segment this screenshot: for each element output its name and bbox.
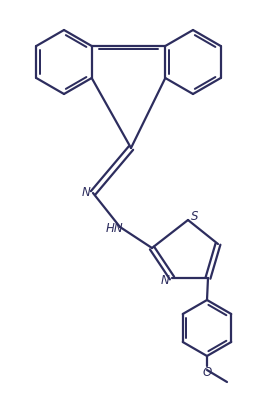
Text: N: N	[82, 187, 90, 200]
Text: N: N	[161, 274, 169, 287]
Text: O: O	[202, 366, 212, 380]
Text: S: S	[191, 210, 199, 224]
Text: HN: HN	[106, 222, 124, 235]
